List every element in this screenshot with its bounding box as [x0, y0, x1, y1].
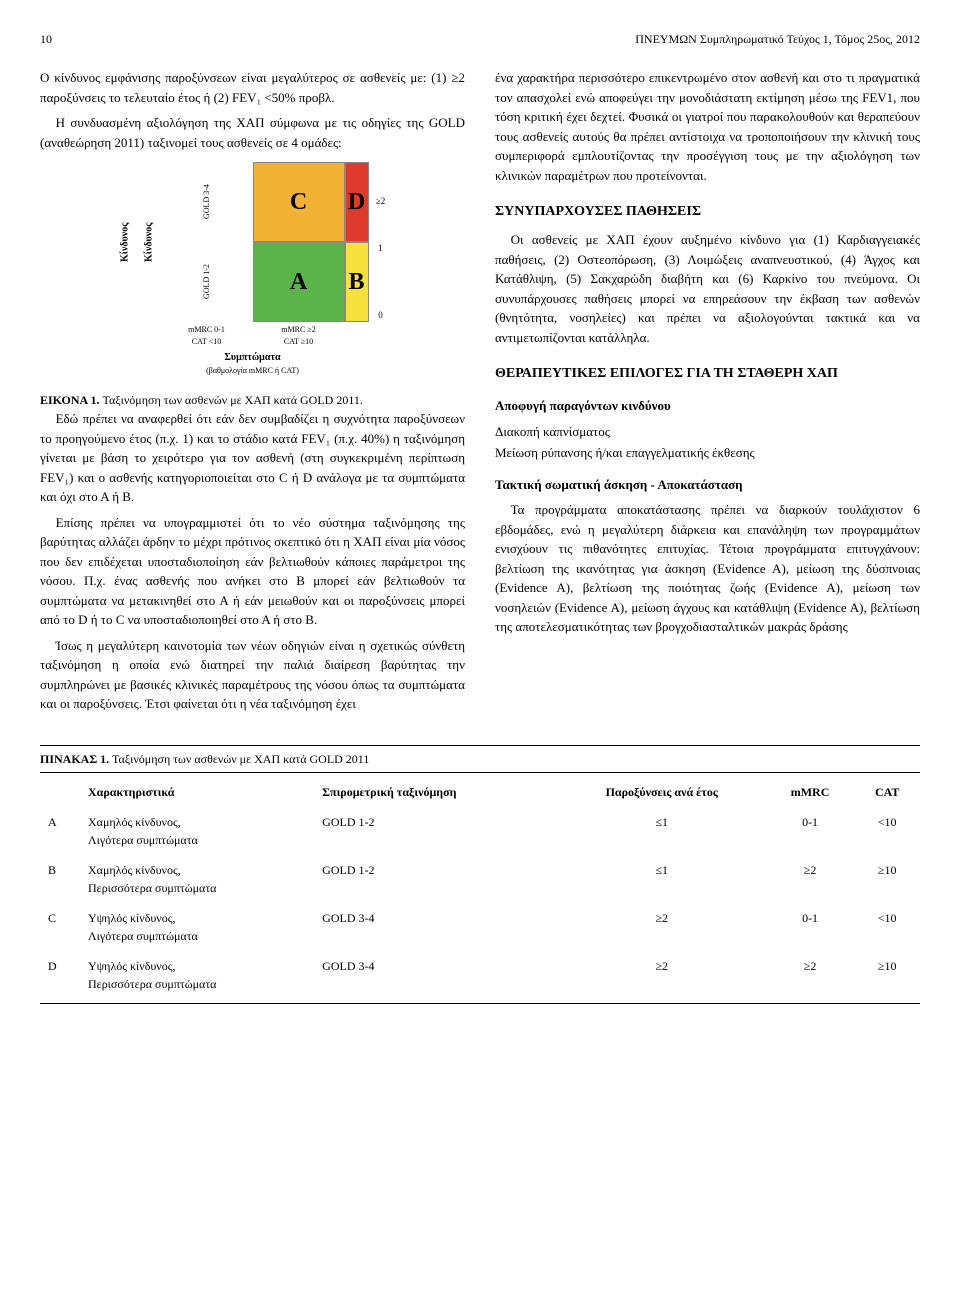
table-cell: Υψηλός κίνδυνος, Περισσότερα συμπτώματα	[80, 951, 314, 999]
table-cell: C	[40, 903, 80, 951]
y-right-ticks-bot: 1 0	[369, 242, 393, 322]
table-cell: GOLD 1-2	[314, 855, 558, 903]
table-title-label: ΠΙΝΑΚΑΣ 1.	[40, 752, 109, 766]
table-cell: ≥2	[766, 951, 855, 999]
table-bottom-rule	[40, 1003, 920, 1004]
y-right-tick-top: ≥2	[369, 162, 393, 242]
x-axis-labels: mMRC 0-1 CAT <10 mMRC ≥2 CAT ≥10	[113, 324, 393, 348]
y-axis-left-outer: Κίνδυνος	[113, 162, 137, 322]
table-row: AΧαμηλός κίνδυνος, Λιγότερα συμπτώματαGO…	[40, 807, 920, 855]
th-cat: CAT	[854, 777, 920, 807]
table-title: ΠΙΝΑΚΑΣ 1. Ταξινόμηση των ασθενών με ΧΑΠ…	[40, 750, 920, 768]
heading-comorbidities: ΣΥΝΥΠAΡΧΟΥΣΕΣ ΠΑΘHΣΕΙΣ	[495, 201, 920, 222]
table-cell: GOLD 1-2	[314, 807, 558, 855]
th-characteristics: Χαρακτηριστικά	[80, 777, 314, 807]
table-cell: ≥2	[558, 951, 766, 999]
heading-exercise: Τακτική σωματική άσκηση - Αποκατάσταση	[495, 475, 920, 495]
table-row: DΥψηλός κίνδυνος, Περισσότερα συμπτώματα…	[40, 951, 920, 999]
avoid-line-2: Μείωση ρύπανσης ή/και επαγγελματικής έκθ…	[495, 443, 920, 463]
table-cell: ≤1	[558, 807, 766, 855]
table-cell: ≤1	[558, 855, 766, 903]
table-row: BΧαμηλός κίνδυνος, Περισσότερα συμπτώματ…	[40, 855, 920, 903]
table-cell: ≥10	[854, 855, 920, 903]
figure-caption: ΕΙΚΟΝA 1. Ταξινόμηση των ασθενών με ΧΑΠ …	[40, 391, 465, 409]
th-mmrc: mMRC	[766, 777, 855, 807]
table-cell: A	[40, 807, 80, 855]
table-cell: <10	[854, 807, 920, 855]
table-cell: 0-1	[766, 807, 855, 855]
y-axis-right-outer: Κίνδυνος	[137, 162, 161, 322]
table-cell: ≥2	[766, 855, 855, 903]
table-cell: B	[40, 855, 80, 903]
table-cell: ≥10	[854, 951, 920, 999]
table-cell: Υψηλός κίνδυνος, Λιγότερα συμπτώματα	[80, 903, 314, 951]
heading-avoid-risk: Αποφυγή παραγόντων κινδύνου	[495, 396, 920, 416]
right-p1: ένα χαρακτήρα περισσότερο επικεντρωμένο …	[495, 68, 920, 185]
quadrant-a: A	[253, 242, 345, 322]
table-cell: <10	[854, 903, 920, 951]
table-cell: ≥2	[558, 903, 766, 951]
p-exercise: Τα προγράμματα αποκατάστασης πρέπει να δ…	[495, 500, 920, 637]
table-cell: D	[40, 951, 80, 999]
table-header-rule-top	[40, 772, 920, 773]
two-column-layout: Ο κίνδυνος εμφάνισης παροξύνσεων είναι μ…	[40, 68, 920, 720]
th-spirometry: Σπιρομετρική ταξινόμηση	[314, 777, 558, 807]
paragraph-2: Επίσης πρέπει να υπογραμμιστεί ότι το νέ…	[40, 513, 465, 630]
table-header-row: Χαρακτηριστικά Σπιρομετρική ταξινόμηση Π…	[40, 777, 920, 807]
table-cell: 0-1	[766, 903, 855, 951]
figure-caption-text: Ταξινόμηση των ασθενών με ΧΑΠ κατά GOLD …	[103, 393, 363, 407]
running-title: ΠΝΕΥΜΩΝ Συμπληρωματικό Τεύχος 1, Τόμος 2…	[635, 30, 920, 48]
right-column: ένα χαρακτήρα περισσότερο επικεντρωμένο …	[495, 68, 920, 720]
left-column: Ο κίνδυνος εμφάνισης παροξύνσεων είναι μ…	[40, 68, 465, 720]
table-cell: GOLD 3-4	[314, 903, 558, 951]
heading-therapy: ΘΕΡΑΠΕΥΤΙΚΕΣ ΕΠΙΛΟΓΕΣ ΓΙΑ ΤΗ ΣΤΑΘΕΡH ΧΑΠ	[495, 363, 920, 384]
x-left-label: mMRC 0-1 CAT <10	[161, 324, 253, 348]
intro-paragraph-2: Η συνδυασμένη αξιολόγηση της ΧΑΠ σύμφωνα…	[40, 113, 465, 152]
intro-paragraph: Ο κίνδυνος εμφάνισης παροξύνσεων είναι μ…	[40, 68, 465, 107]
paragraph-3: Ίσως η μεγαλύτερη καινοτομία των νέων οδ…	[40, 636, 465, 714]
table-cell: Χαμηλός κίνδυνος, Περισσότερα συμπτώματα	[80, 855, 314, 903]
page-number: 10	[40, 30, 52, 48]
quadrant-c: C	[253, 162, 345, 242]
table-top-rule	[40, 745, 920, 746]
running-header: 10 ΠΝΕΥΜΩΝ Συμπληρωματικό Τεύχος 1, Τόμο…	[40, 30, 920, 48]
quadrant-b: B	[345, 242, 369, 322]
quadrant-d: D	[345, 162, 369, 242]
x-right-label: mMRC ≥2 CAT ≥10	[253, 324, 345, 348]
x-axis-subtitle: (βαθμολογία mMRC ή CAT)	[113, 365, 393, 377]
x-axis-title: Συμπτώματα	[113, 350, 393, 365]
avoid-line-1: Διακοπή καπνίσματος	[495, 422, 920, 442]
paragraph-1: Εδώ πρέπει να αναφερθεί ότι εάν δεν συμβ…	[40, 409, 465, 507]
th-exacerbations: Παροξύνσεις ανά έτος	[558, 777, 766, 807]
table-title-text: Ταξινόμηση των ασθενών με ΧΑΠ κατά GOLD …	[112, 752, 369, 766]
table-cell: GOLD 3-4	[314, 951, 558, 999]
table-cell: Χαμηλός κίνδυνος, Λιγότερα συμπτώματα	[80, 807, 314, 855]
figure-1: Κίνδυνος GOLD 3-4 C D ≥2 Κίνδυνος GOLD 1…	[40, 162, 465, 377]
figure-caption-label: ΕΙΚΟΝA 1.	[40, 393, 100, 407]
th-group	[40, 777, 80, 807]
p-comorbidities: Οι ασθενείς με ΧΑΠ έχουν αυξημένο κίνδυν…	[495, 230, 920, 347]
y-left-inner-bot: GOLD 1-2	[161, 242, 253, 322]
table-1: Χαρακτηριστικά Σπιρομετρική ταξινόμηση Π…	[40, 777, 920, 999]
y-left-inner-top: GOLD 3-4	[161, 162, 253, 242]
table-row: CΥψηλός κίνδυνος, Λιγότερα συμπτώματαGOL…	[40, 903, 920, 951]
